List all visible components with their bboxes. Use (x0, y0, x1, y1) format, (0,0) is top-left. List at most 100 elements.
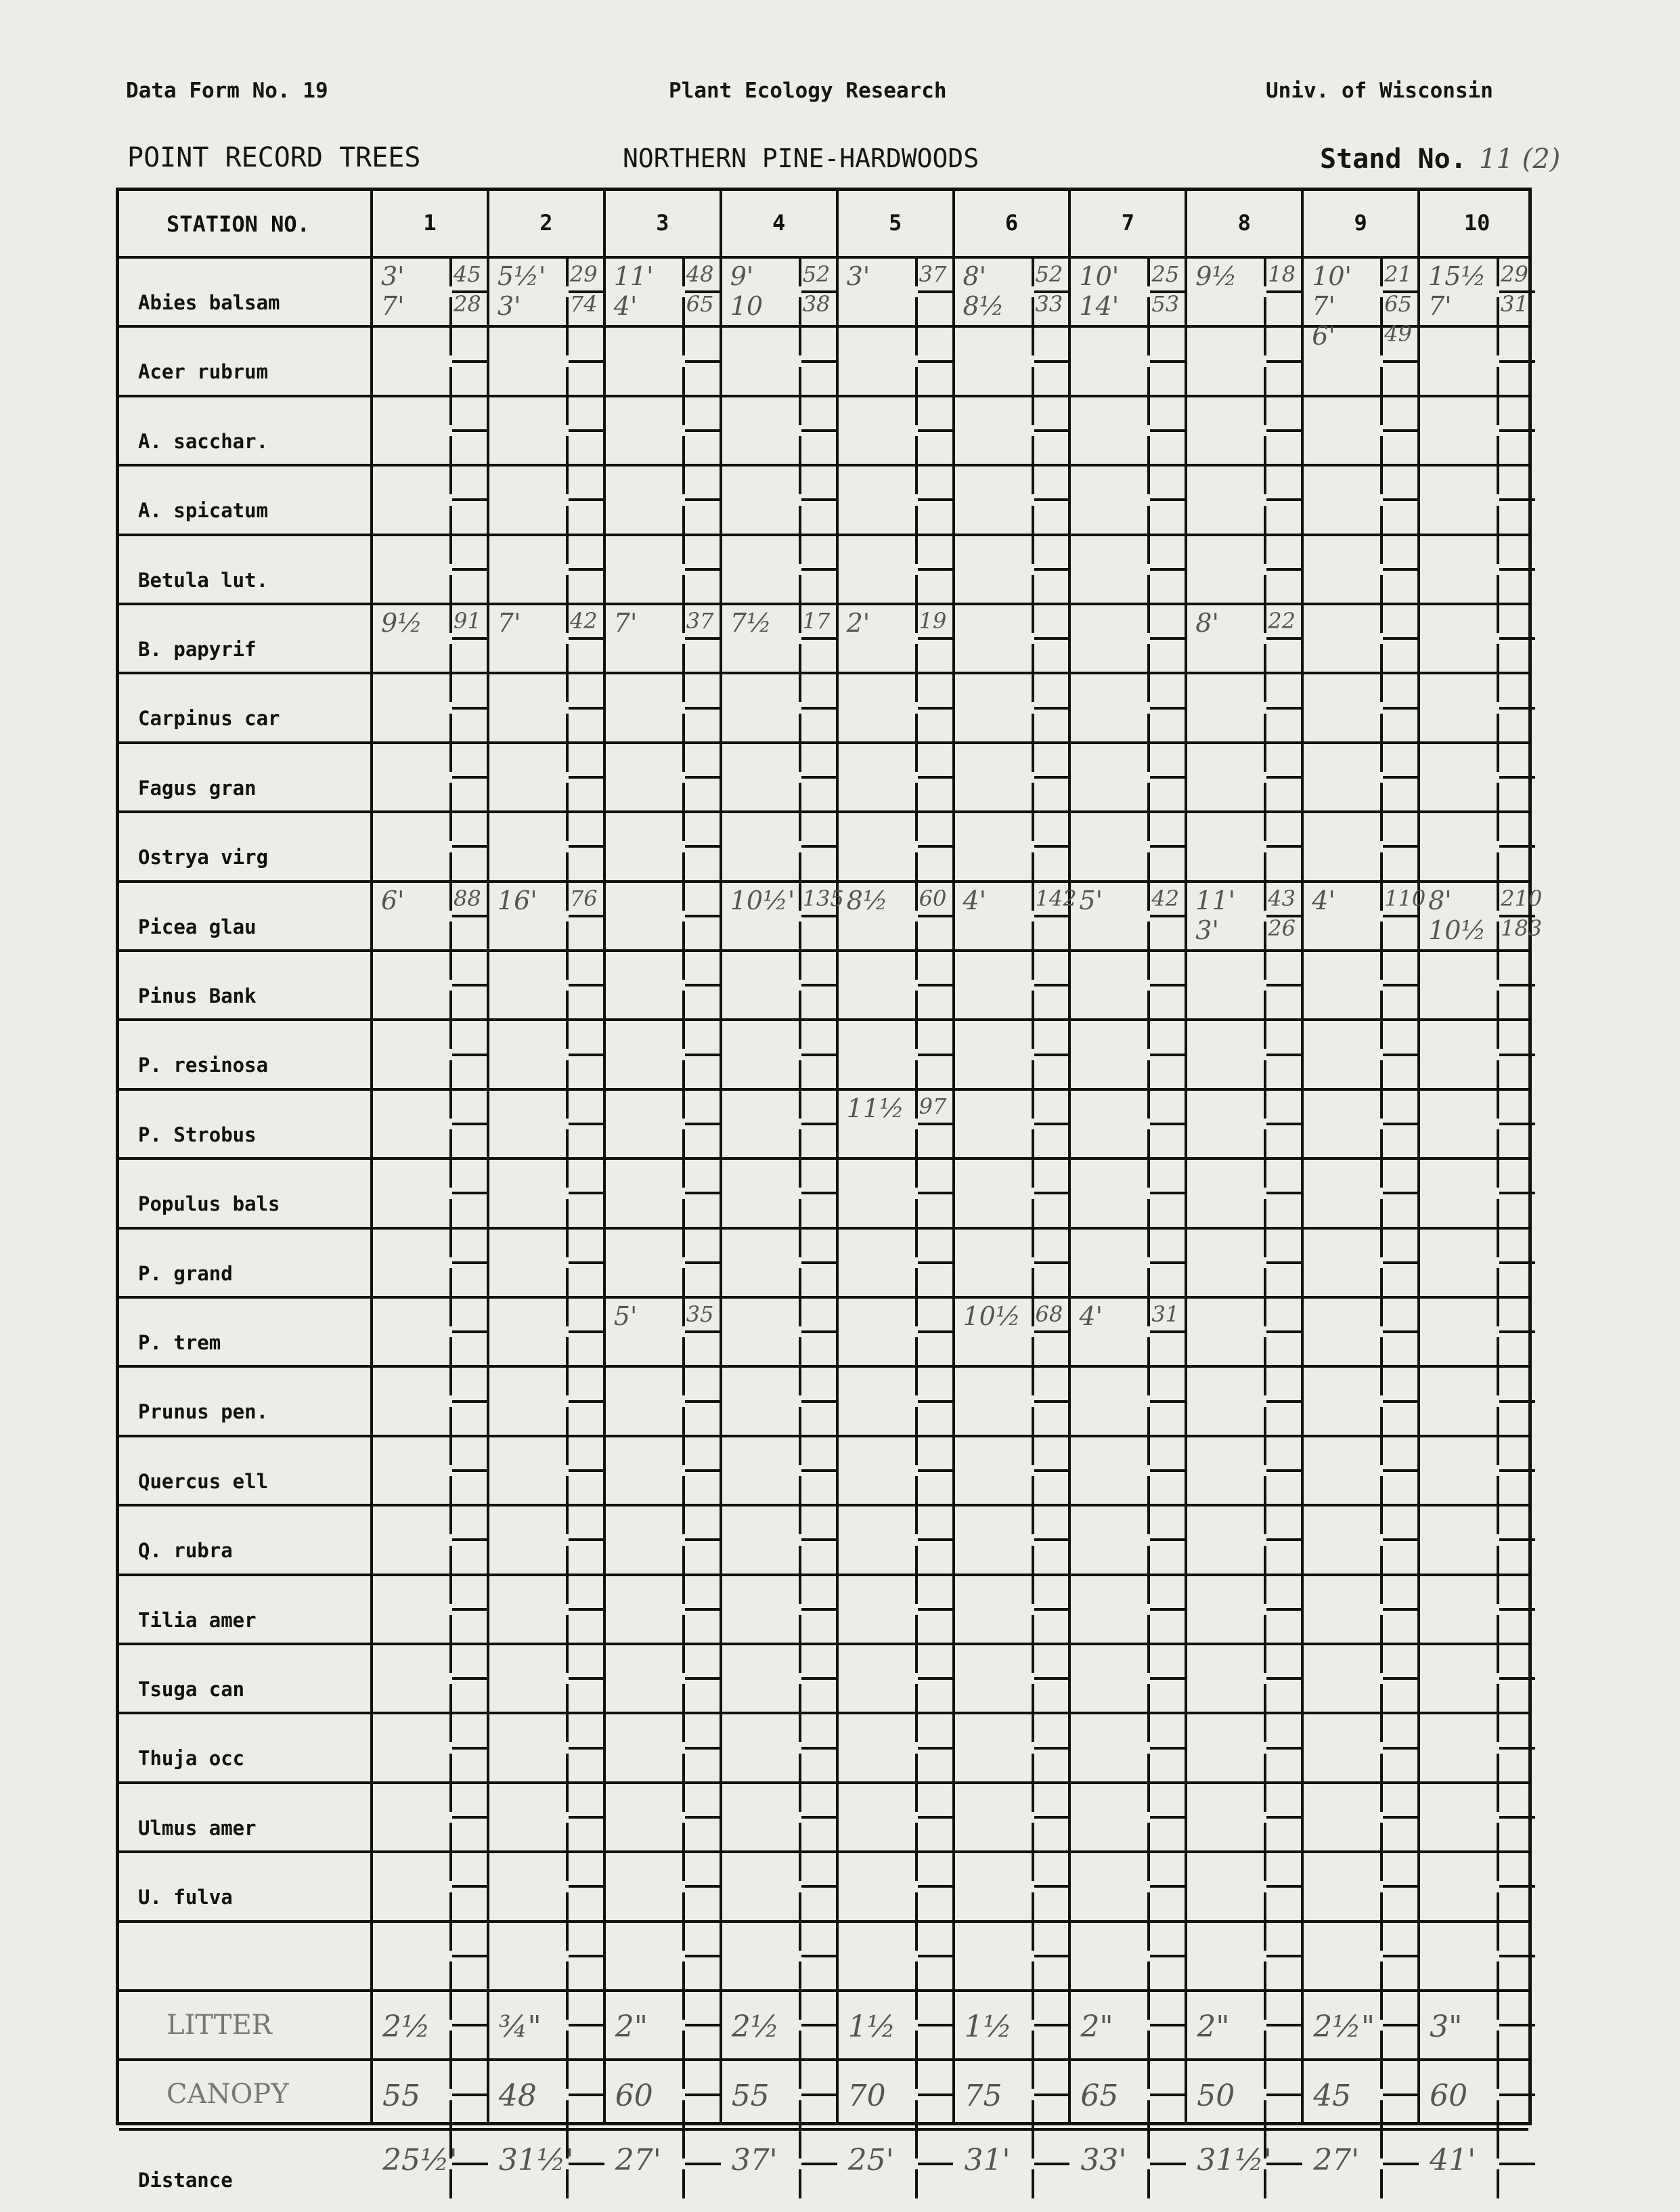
sub-divider (1031, 1684, 1034, 1714)
sub-divider (1380, 1753, 1384, 1783)
dbh-entry: 31 (1151, 1301, 1180, 1327)
tally-tick (1266, 429, 1303, 432)
species-label: A. spicatum (138, 499, 269, 523)
tally-tick (917, 706, 954, 710)
row-divider (119, 533, 1528, 536)
sub-divider (798, 1753, 801, 1783)
distance-entry: 16' (497, 885, 537, 915)
tally-tick (1499, 1954, 1535, 1957)
tally-tick (452, 1816, 488, 1819)
sub-divider (565, 1267, 569, 1297)
sub-divider (449, 326, 452, 356)
tally-tick (917, 1469, 954, 1472)
tally-tick (801, 1123, 837, 1125)
sub-divider (1147, 1713, 1151, 1743)
sub-divider (682, 1921, 685, 1951)
sub-divider (1380, 1366, 1384, 1396)
sub-divider (449, 713, 452, 743)
tally-tick (917, 984, 954, 987)
tally-tick (568, 360, 604, 363)
distance-entry: 15½ (1428, 261, 1486, 291)
column-divider (1301, 191, 1304, 2122)
sub-divider (1147, 1089, 1151, 1119)
sub-divider (798, 2129, 801, 2159)
sub-divider (449, 1574, 452, 1604)
tally-tick (1499, 567, 1535, 571)
sub-divider (682, 783, 685, 812)
dbh-entry: 31 (1501, 291, 1528, 317)
sub-divider (682, 991, 685, 1020)
sub-divider (1264, 1614, 1267, 1644)
tally-tick (1266, 290, 1303, 294)
sub-divider (914, 951, 918, 980)
tally-tick (1383, 1746, 1419, 1750)
sub-divider (1031, 505, 1034, 535)
record-type: POINT RECORD TREES (127, 142, 421, 173)
tally-tick (1034, 1538, 1070, 1542)
row-divider (119, 603, 1528, 605)
species-label: P. grand (138, 1261, 233, 1285)
sub-divider (1264, 465, 1267, 495)
sub-divider (682, 1129, 685, 1159)
sub-divider (1264, 1366, 1267, 1396)
row-divider (119, 464, 1528, 467)
sub-divider (1497, 1574, 1500, 1604)
sub-divider (1380, 1852, 1384, 1882)
sub-divider (1497, 2031, 1500, 2060)
sub-divider (1497, 574, 1500, 604)
tally-tick (452, 1746, 488, 1750)
sub-divider (914, 2169, 918, 2199)
sub-divider (798, 534, 801, 564)
tally-tick (568, 776, 604, 779)
sub-divider (798, 1921, 801, 1951)
tally-tick (568, 914, 604, 917)
university: Univ. of Wisconsin (1266, 79, 1493, 103)
sub-divider (1031, 2169, 1034, 2199)
sub-divider (1031, 604, 1034, 633)
sub-divider (1031, 297, 1034, 327)
sub-divider (1031, 1713, 1034, 1743)
tally-tick (1150, 1816, 1187, 1819)
tally-tick (568, 984, 604, 987)
tally-tick (684, 1746, 721, 1750)
sub-divider (798, 1435, 801, 1465)
sub-divider (798, 297, 801, 327)
sub-divider (1497, 2060, 1500, 2089)
sub-divider (1497, 366, 1500, 396)
sub-divider (565, 852, 569, 882)
sub-divider (1264, 257, 1267, 286)
sub-divider (914, 991, 918, 1020)
tally-tick (1150, 429, 1187, 432)
sub-divider (1031, 1297, 1034, 1326)
distance-entry: 5½' (497, 261, 546, 291)
tally-tick (917, 1538, 954, 1542)
tally-tick (568, 2093, 604, 2096)
sub-divider (798, 783, 801, 812)
sub-divider (1147, 395, 1151, 425)
sub-divider (565, 713, 569, 743)
tally-tick (1034, 2093, 1070, 2096)
litter-value: 1½ (847, 2010, 896, 2044)
row-divider (119, 741, 1528, 744)
tally-tick (917, 1746, 954, 1750)
tally-tick (1383, 706, 1419, 710)
sub-divider (682, 2129, 685, 2159)
dbh-entry: 26 (1268, 915, 1296, 941)
sub-divider (682, 2100, 685, 2129)
sub-divider (1264, 1337, 1267, 1367)
sub-divider (449, 1921, 452, 1951)
sub-divider (798, 881, 801, 911)
tally-tick (568, 1192, 604, 1195)
tally-tick (568, 845, 604, 848)
sub-divider (1497, 812, 1500, 842)
sub-divider (798, 604, 801, 633)
sub-divider (1147, 644, 1151, 674)
sub-divider (449, 465, 452, 495)
dbh-entry: 74 (569, 291, 598, 317)
sub-divider (1264, 881, 1267, 911)
tally-tick (452, 1330, 488, 1334)
sub-divider (1031, 951, 1034, 980)
sub-divider (1031, 1921, 1034, 1951)
sub-divider (682, 1228, 685, 1257)
sub-divider (1031, 881, 1034, 911)
